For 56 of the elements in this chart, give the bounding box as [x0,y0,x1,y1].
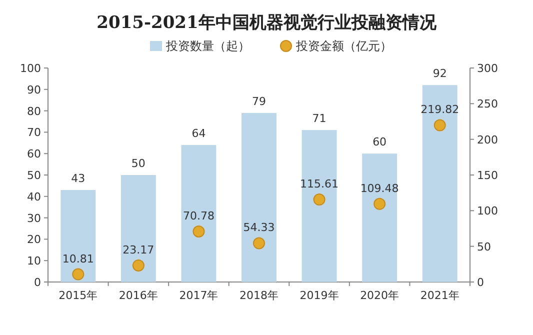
y2-tick-label: 150 [477,169,498,182]
y2-tick-label: 100 [477,204,498,218]
x-tick-label: 2021年 [420,289,460,302]
y-tick-label: 30 [27,212,41,225]
y-tick-label: 40 [27,190,41,204]
legend-label: 投资金额（亿元） [295,39,392,53]
legend-label: 投资数量（起） [165,39,250,53]
point [72,268,84,280]
y-tick-label: 70 [27,126,41,140]
data-label: 115.61 [300,178,339,191]
data-label: 43 [71,172,86,185]
point [374,198,386,210]
data-label: 54.33 [243,221,275,234]
x-tick-label: 2019年 [300,289,339,302]
data-label: 92 [432,67,447,80]
y2-tick-label: 0 [477,276,484,289]
y2-tick-label: 300 [477,62,498,75]
bar [302,130,337,282]
y2-tick-label: 250 [477,98,498,111]
y-tick-label: 10 [27,254,41,268]
y-tick-label: 90 [27,83,41,96]
bar [120,175,156,282]
y-tick-label: 80 [27,104,41,118]
data-label: 60 [372,136,387,149]
bar [362,154,398,282]
point [132,259,144,272]
point [192,226,205,238]
y-tick-label: 100 [20,62,41,75]
data-label: 70.78 [182,210,214,223]
data-label: 23.17 [122,243,154,256]
bar [422,85,458,282]
y-tick-label: 20 [27,233,41,246]
point [253,237,265,250]
data-label: 109.48 [360,182,399,195]
x-tick-label: 2017年 [179,289,218,302]
x-tick-label: 2018年 [240,289,278,302]
x-tick-label: 2016年 [118,289,158,302]
y2-tick-label: 50 [477,240,491,254]
x-tick-label: 2015年 [58,289,98,302]
data-label: 79 [252,94,266,108]
y-tick-label: 50 [27,169,41,182]
point [434,119,446,132]
y2-tick-label: 200 [477,133,498,146]
bar [60,190,96,282]
bar [181,145,216,282]
x-tick-label: 2020年 [360,289,400,302]
data-label: 10.81 [62,252,94,266]
y-tick-label: 0 [34,276,41,289]
chart-title: 2015-2021年中国机器视觉行业投融资情况 [96,13,438,33]
data-label: 71 [312,112,326,126]
data-label: 219.82 [420,103,460,116]
y-tick-label: 60 [27,148,41,161]
data-label: 50 [131,157,146,170]
point [313,194,326,206]
bar [242,112,276,282]
data-label: 64 [192,127,206,140]
